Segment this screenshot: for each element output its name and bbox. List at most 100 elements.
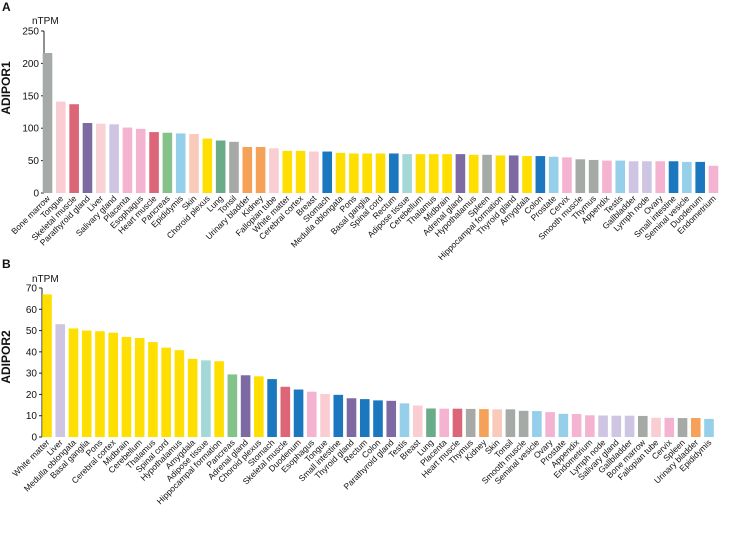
bar-b	[134, 338, 145, 437]
bar-a	[122, 127, 133, 193]
bar-b	[293, 389, 304, 437]
bar-a	[535, 156, 546, 193]
bar-b	[201, 360, 211, 437]
y-axis-b: 0 10 20 30 40 50 60 70	[26, 284, 43, 444]
bar-a	[56, 101, 66, 193]
bar-a	[522, 156, 532, 193]
bar-a	[175, 133, 186, 193]
bar-a	[628, 161, 639, 193]
bar-a	[442, 154, 452, 193]
bar-a	[322, 151, 333, 193]
panel-a: A nTPM ADIPOR1 0 50 100 150 200 250 Bone marr…	[0, 0, 719, 262]
bar-a	[42, 53, 53, 193]
bar-a	[269, 148, 279, 193]
bar-b	[518, 410, 529, 437]
bar-b	[320, 394, 330, 437]
bar-a	[602, 160, 612, 193]
bar-b	[545, 412, 555, 437]
bar-a	[242, 146, 253, 193]
bar-b	[479, 409, 489, 437]
bar-a	[295, 150, 306, 193]
y-tick-label-a: 0	[33, 189, 39, 200]
bar-b	[532, 411, 542, 437]
bar-b	[214, 361, 224, 437]
bar-b	[108, 332, 118, 437]
bar-a	[95, 123, 106, 193]
y-axis-label-b: ADIPOR2	[0, 330, 13, 384]
panel-label-a: A	[2, 0, 11, 14]
bar-a	[389, 153, 399, 193]
bar-b	[638, 415, 648, 437]
bar-a	[482, 154, 492, 193]
y-tick-label-b: 70	[26, 284, 38, 295]
bar-b	[426, 408, 436, 437]
y-tick-label-b: 40	[26, 347, 38, 358]
bar-a	[695, 161, 705, 193]
bar-a	[202, 138, 213, 193]
bar-b	[373, 400, 383, 437]
bar-b	[280, 386, 291, 437]
bar-b	[346, 398, 357, 437]
bar-b	[585, 415, 595, 437]
bar-b	[333, 394, 344, 437]
bar-b	[254, 376, 264, 437]
bar-a	[162, 132, 173, 193]
panel-b: B nTPM ADIPOR2 0 10 20 30 40 50 60 70 White mat…	[0, 257, 714, 506]
y-axis-a: 0 50 100 150 200 250	[22, 27, 45, 200]
bar-b	[174, 350, 185, 437]
bar-b	[55, 324, 66, 437]
y-axis-label-a: ADIPOR1	[0, 61, 13, 115]
bar-b	[492, 409, 502, 437]
bar-a	[349, 153, 359, 193]
bar-b	[121, 336, 132, 437]
bar-b	[704, 418, 714, 437]
bar-a	[655, 161, 666, 193]
bar-b	[359, 399, 370, 437]
bar-b	[227, 374, 238, 437]
bar-b	[677, 418, 688, 437]
bar-a	[428, 154, 439, 193]
bar-a	[309, 151, 319, 193]
bar-a	[455, 154, 466, 193]
bar-b	[187, 358, 198, 437]
y-tick-label-a: 150	[22, 91, 39, 102]
y-tick-label-b: 10	[26, 411, 38, 422]
bar-b	[598, 415, 608, 437]
bar-a	[668, 161, 679, 193]
bar-a	[109, 124, 119, 193]
bar-a	[255, 146, 266, 193]
bar-a	[682, 161, 692, 193]
unit-label-b: nTPM	[32, 274, 59, 285]
bar-a	[575, 159, 586, 193]
y-tick-label-a: 50	[28, 156, 40, 167]
y-tick-label-b: 20	[26, 390, 38, 401]
bar-b	[240, 375, 251, 437]
bar-a	[362, 153, 372, 193]
bar-b	[571, 414, 582, 437]
y-tick-label-b: 30	[26, 369, 38, 380]
bar-b	[505, 409, 516, 437]
bar-a	[588, 159, 599, 193]
bar-a	[402, 154, 412, 193]
bar-b	[267, 379, 277, 437]
bar-a	[508, 155, 519, 193]
bar-a	[282, 150, 293, 193]
bar-b	[664, 417, 675, 437]
y-tick-label-b: 60	[26, 305, 38, 316]
bar-b	[611, 415, 622, 437]
bar-b	[439, 408, 449, 437]
bar-b	[148, 342, 158, 437]
bar-b	[412, 405, 423, 437]
bar-a	[229, 141, 239, 193]
unit-label-a: nTPM	[32, 16, 59, 27]
bar-a	[335, 152, 346, 193]
bar-b	[161, 347, 171, 437]
bar-b	[68, 328, 79, 437]
bar-b	[690, 418, 701, 437]
bar-a	[149, 132, 159, 193]
bar-a	[375, 153, 386, 193]
bar-b	[558, 413, 569, 437]
